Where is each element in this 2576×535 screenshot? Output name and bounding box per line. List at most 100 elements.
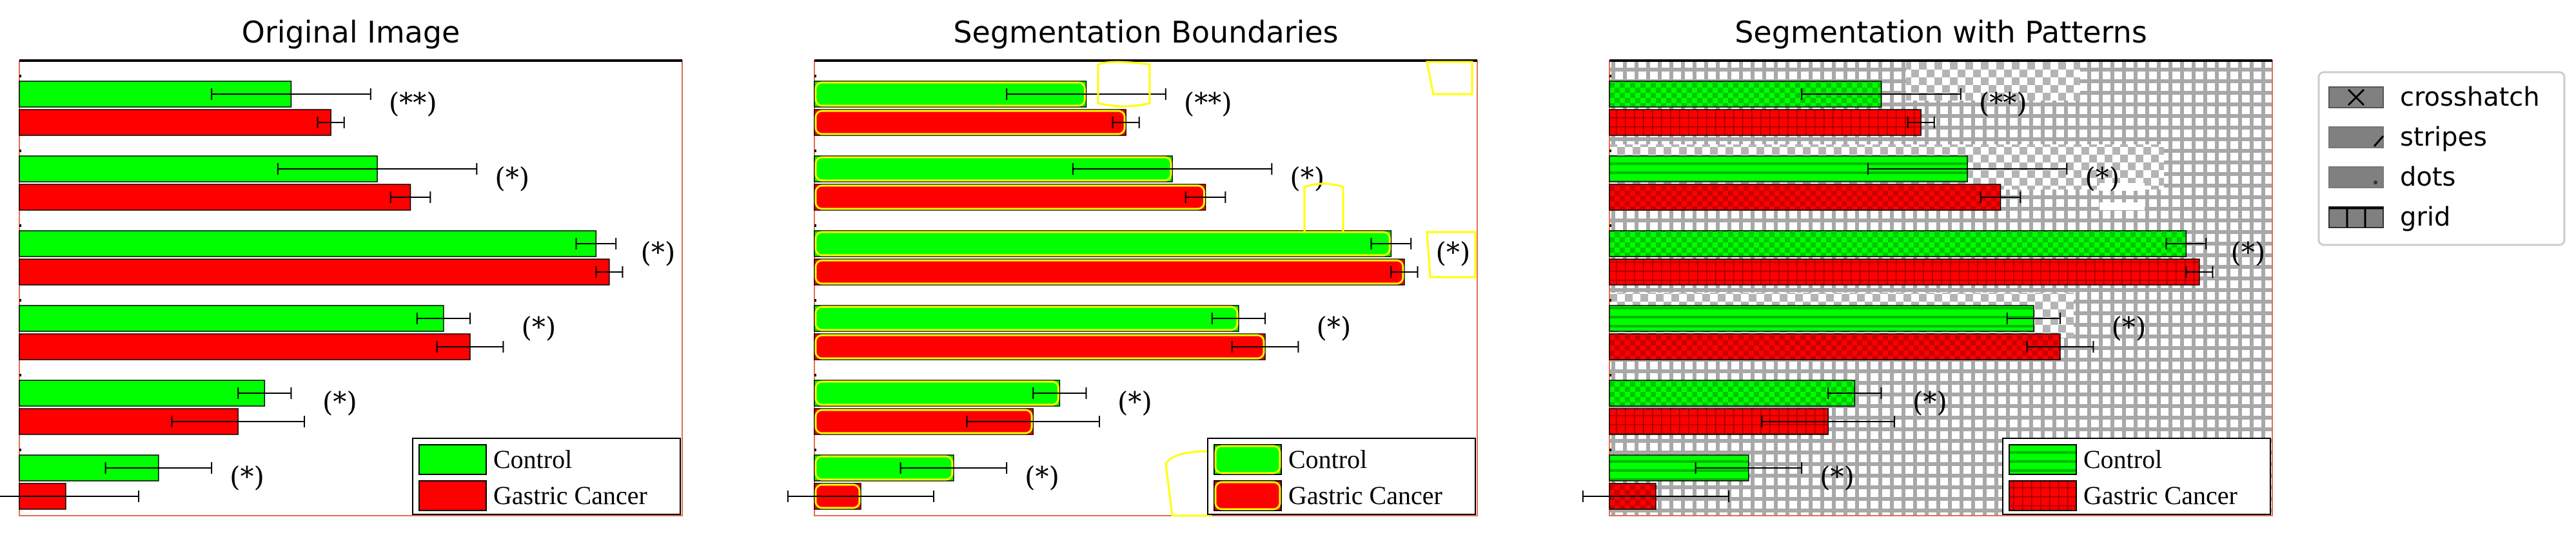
bar-pattern [1609, 110, 1922, 135]
series-legend: Control Gastric Cancer [2002, 438, 2271, 515]
significance-label: (**) [1979, 87, 2027, 119]
bar-pattern [1609, 306, 2034, 331]
legend-label: stripes [2400, 122, 2487, 152]
legend-label: dots [2400, 162, 2455, 192]
significance-label: (**) [389, 87, 437, 119]
y-tick [1609, 150, 1611, 152]
bar-pattern [1609, 184, 2001, 210]
y-tick [19, 449, 21, 451]
pattern-legend-frame [2317, 71, 2566, 246]
bar-gastric-cancer [19, 184, 411, 211]
y-tick [19, 150, 21, 152]
grid-icon [2328, 206, 2384, 228]
segment-boundary [1426, 61, 1473, 95]
y-tick [814, 374, 816, 376]
bar-pattern [1609, 259, 2199, 285]
legend-item-grid: grid [2328, 202, 2450, 232]
y-tick [19, 75, 21, 77]
pattern-legend: crosshatch stripes dots grid [2317, 71, 2566, 246]
bar-gastric-cancer [814, 258, 1405, 286]
series-legend: Control Gastric Cancer [1207, 438, 1476, 515]
bar-control [814, 380, 1061, 407]
bar-gastric-cancer [19, 408, 239, 435]
legend-swatch-control [1214, 444, 1282, 475]
bar-gastric-cancer [19, 109, 331, 136]
legend-swatch-gastric-cancer [1214, 480, 1282, 511]
segment-boundary [1214, 481, 1281, 511]
bar-gastric-cancer [814, 184, 1206, 211]
bar-pattern [1609, 334, 2061, 360]
legend-label: Gastric Cancer [493, 481, 647, 510]
legend-swatch-gastric-cancer [418, 480, 487, 511]
legend-item-stripes: stripes [2328, 122, 2487, 152]
segment-boundary [1165, 450, 1212, 517]
bar-gastric-cancer [814, 333, 1266, 360]
significance-label: (*) [1912, 386, 1947, 418]
pattern-overlay [2099, 202, 2145, 210]
y-tick [814, 150, 816, 152]
segment-boundary [1426, 231, 1477, 278]
bar-gastric-cancer [19, 258, 610, 286]
panel-patterns: Segmentation with Patterns (**) (*) (*) (*)… [1582, 15, 2273, 516]
y-tick [1609, 299, 1611, 302]
bar-control [19, 305, 444, 332]
bar-pattern [1609, 231, 2187, 257]
y-tick [814, 75, 816, 77]
panel-title: Segmentation Boundaries [953, 15, 1338, 50]
significance-label: (*) [2230, 237, 2265, 268]
y-tick [19, 224, 21, 227]
bar-control [19, 230, 597, 257]
significance-label: (*) [495, 162, 529, 193]
significance-label: (*) [1290, 162, 1324, 193]
crosshatch-icon [2328, 86, 2384, 108]
legend-item-crosshatch: crosshatch [2328, 83, 2540, 112]
plot-area: (**) (*) (*) (*) (*) (*) Control Gastric Cancer [787, 59, 1478, 517]
significance-label: (*) [1117, 386, 1152, 418]
bar-control [814, 230, 1392, 257]
series-legend: Control Gastric Cancer [412, 438, 681, 515]
pattern-overlay [2099, 183, 2145, 191]
y-tick [1609, 224, 1611, 227]
bar-pattern [1609, 380, 1855, 406]
legend-label: Control [1288, 445, 1367, 474]
bar-gastric-cancer [19, 333, 471, 360]
significance-label: (*) [1820, 461, 1854, 492]
bar-control [19, 380, 266, 407]
segment-boundary [1214, 445, 1281, 474]
segment-boundary [1097, 61, 1151, 108]
dots-icon [2328, 166, 2384, 188]
y-tick [19, 299, 21, 302]
significance-label: (*) [2111, 311, 2146, 343]
legend-label: grid [2400, 202, 2450, 232]
significance-label: (*) [1025, 461, 1059, 492]
legend-label: Control [493, 445, 572, 474]
legend-swatch-pattern [2009, 445, 2076, 474]
significance-label: (*) [1316, 311, 1351, 343]
significance-label: (*) [230, 461, 264, 492]
y-tick [814, 224, 816, 227]
y-tick [1609, 449, 1611, 451]
legend-label: Gastric Cancer [1288, 481, 1442, 510]
legend-label: crosshatch [2400, 83, 2540, 112]
legend-label: Control [2083, 445, 2162, 474]
plot-area: (**) (*) (*) (*) (*) (*) Control Gastric Cancer [0, 59, 683, 516]
significance-label: (*) [1435, 237, 1470, 268]
bar-control [814, 305, 1239, 332]
stripes-icon [2328, 126, 2384, 148]
bar-gastric-cancer [814, 109, 1126, 136]
plot-area: (**) (*) (*) (*) (*) (*) Control Gastric Cancer [1582, 59, 2273, 516]
legend-swatch-control [418, 444, 487, 475]
panel-original: Original Image (**) (*) (*) (*) (*) (*) Contro… [0, 15, 683, 516]
y-tick [814, 449, 816, 451]
panel-title: Original Image [242, 15, 460, 50]
legend-label: Gastric Cancer [2083, 481, 2237, 510]
y-tick [1609, 374, 1611, 376]
significance-label: (*) [521, 311, 556, 343]
panel-boundaries: Segmentation Boundaries (**) (*) (*) (*) (*)… [787, 15, 1478, 517]
y-tick [1609, 75, 1611, 77]
significance-label: (*) [640, 237, 675, 268]
y-tick [19, 374, 21, 376]
panel-title: Segmentation with Patterns [1735, 15, 2147, 50]
significance-label: (**) [1184, 87, 1232, 119]
